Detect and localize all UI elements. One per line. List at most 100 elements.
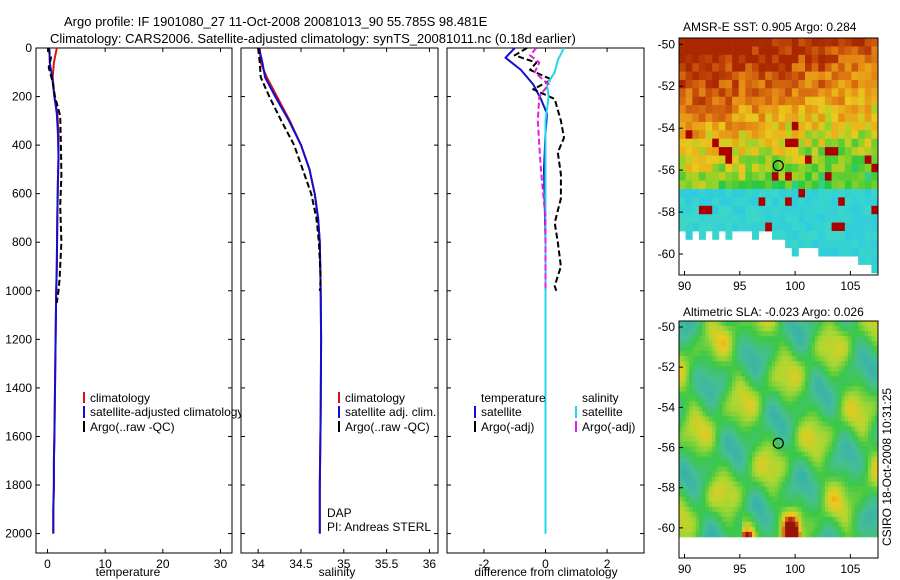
sla-cell [692, 401, 696, 407]
sst-cell [745, 172, 753, 181]
sst-cell [864, 189, 872, 198]
sla-cell [798, 471, 803, 477]
sla-cell [685, 531, 690, 538]
sst-cell [778, 121, 786, 131]
sla-cell [854, 361, 859, 367]
sla-cell [679, 346, 683, 352]
sla-cell [878, 326, 882, 331]
sla-cell [735, 326, 740, 332]
sla-cell [765, 396, 769, 402]
sla-cell [801, 411, 806, 417]
sla-cell [761, 446, 766, 452]
sla-cell [768, 401, 773, 407]
sla-cell [768, 356, 773, 362]
sla-cell [695, 401, 700, 407]
sla-cell [745, 326, 749, 332]
sla-cell [874, 396, 878, 402]
sla-cell [798, 511, 803, 518]
sla-cell [795, 521, 799, 528]
sla-cell [791, 376, 796, 382]
sla-cell [808, 421, 812, 427]
sla-cell [732, 431, 736, 437]
sla-cell [745, 351, 749, 357]
sla-cell [679, 351, 683, 357]
map-y-tick-label: -58 [658, 205, 676, 219]
sla-cell [781, 511, 786, 518]
sla-cell [851, 411, 856, 417]
sla-cell [874, 486, 878, 493]
sla-cell [815, 416, 819, 422]
sla-cell [705, 461, 710, 467]
sla-cell [682, 476, 686, 483]
sla-cell [728, 486, 733, 493]
sla-cell [742, 516, 746, 523]
sla-cell [695, 386, 700, 392]
sla-cell [708, 471, 713, 477]
sst-cell [824, 130, 832, 140]
sla-cell [735, 401, 740, 407]
sla-cell [752, 346, 756, 352]
sla-cell [834, 371, 839, 377]
sla-cell [861, 351, 866, 357]
sla-cell [818, 531, 822, 538]
sla-cell [705, 341, 710, 347]
map-y-tick-label: -56 [658, 441, 676, 455]
sla-cell [761, 391, 766, 397]
sla-cell [695, 471, 700, 477]
sla-cell [818, 466, 822, 472]
sla-cell [732, 526, 736, 533]
sla-cell [765, 466, 769, 472]
sst-cell [705, 79, 713, 89]
sla-cell [874, 451, 878, 457]
sla-cell [698, 416, 703, 422]
sla-cell [778, 426, 783, 432]
sla-cell [775, 411, 779, 417]
sst-cell [844, 46, 852, 56]
sla-cell [805, 421, 809, 427]
sla-cell [765, 366, 769, 372]
sla-cell [818, 356, 822, 362]
sla-cell [841, 431, 846, 437]
sst-cell [745, 180, 753, 190]
sla-cell [801, 461, 806, 467]
sla-cell [818, 381, 822, 387]
sla-cell [742, 386, 746, 392]
sst-cell [718, 113, 726, 123]
sla-cell [752, 416, 756, 422]
y-tick-label: 1400 [5, 381, 32, 395]
sla-cell [805, 386, 809, 392]
sst-cell [864, 163, 872, 173]
sst-cell [745, 71, 753, 81]
sla-cell [702, 426, 706, 432]
sla-cell [738, 386, 743, 392]
sla-cell [841, 461, 846, 467]
sla-cell [765, 531, 769, 538]
sst-cell [778, 231, 786, 240]
sst-cell [785, 96, 793, 106]
sla-cell [858, 476, 862, 483]
sla-cell [811, 516, 816, 523]
sst-cell [851, 96, 859, 106]
sla-cell [871, 416, 876, 422]
sla-cell [728, 506, 733, 513]
sla-cell [788, 361, 793, 367]
sla-cell [795, 451, 799, 457]
sla-cell [758, 466, 763, 472]
sla-cell [808, 531, 812, 538]
sla-cell [821, 441, 826, 447]
sla-cell [811, 336, 816, 342]
sla-cell [695, 391, 700, 397]
sla-cell [805, 411, 809, 417]
sla-cell [705, 391, 710, 397]
sla-cell [752, 461, 756, 467]
sst-cell [698, 105, 706, 114]
sla-cell [861, 411, 866, 417]
sla-cell [692, 416, 696, 422]
sla-cell [755, 451, 759, 457]
sla-cell [871, 441, 876, 447]
sla-cell [682, 511, 686, 518]
sst-cell [698, 197, 706, 207]
sla-cell [705, 476, 710, 483]
sla-cell [788, 521, 793, 528]
sla-cell [735, 406, 740, 412]
